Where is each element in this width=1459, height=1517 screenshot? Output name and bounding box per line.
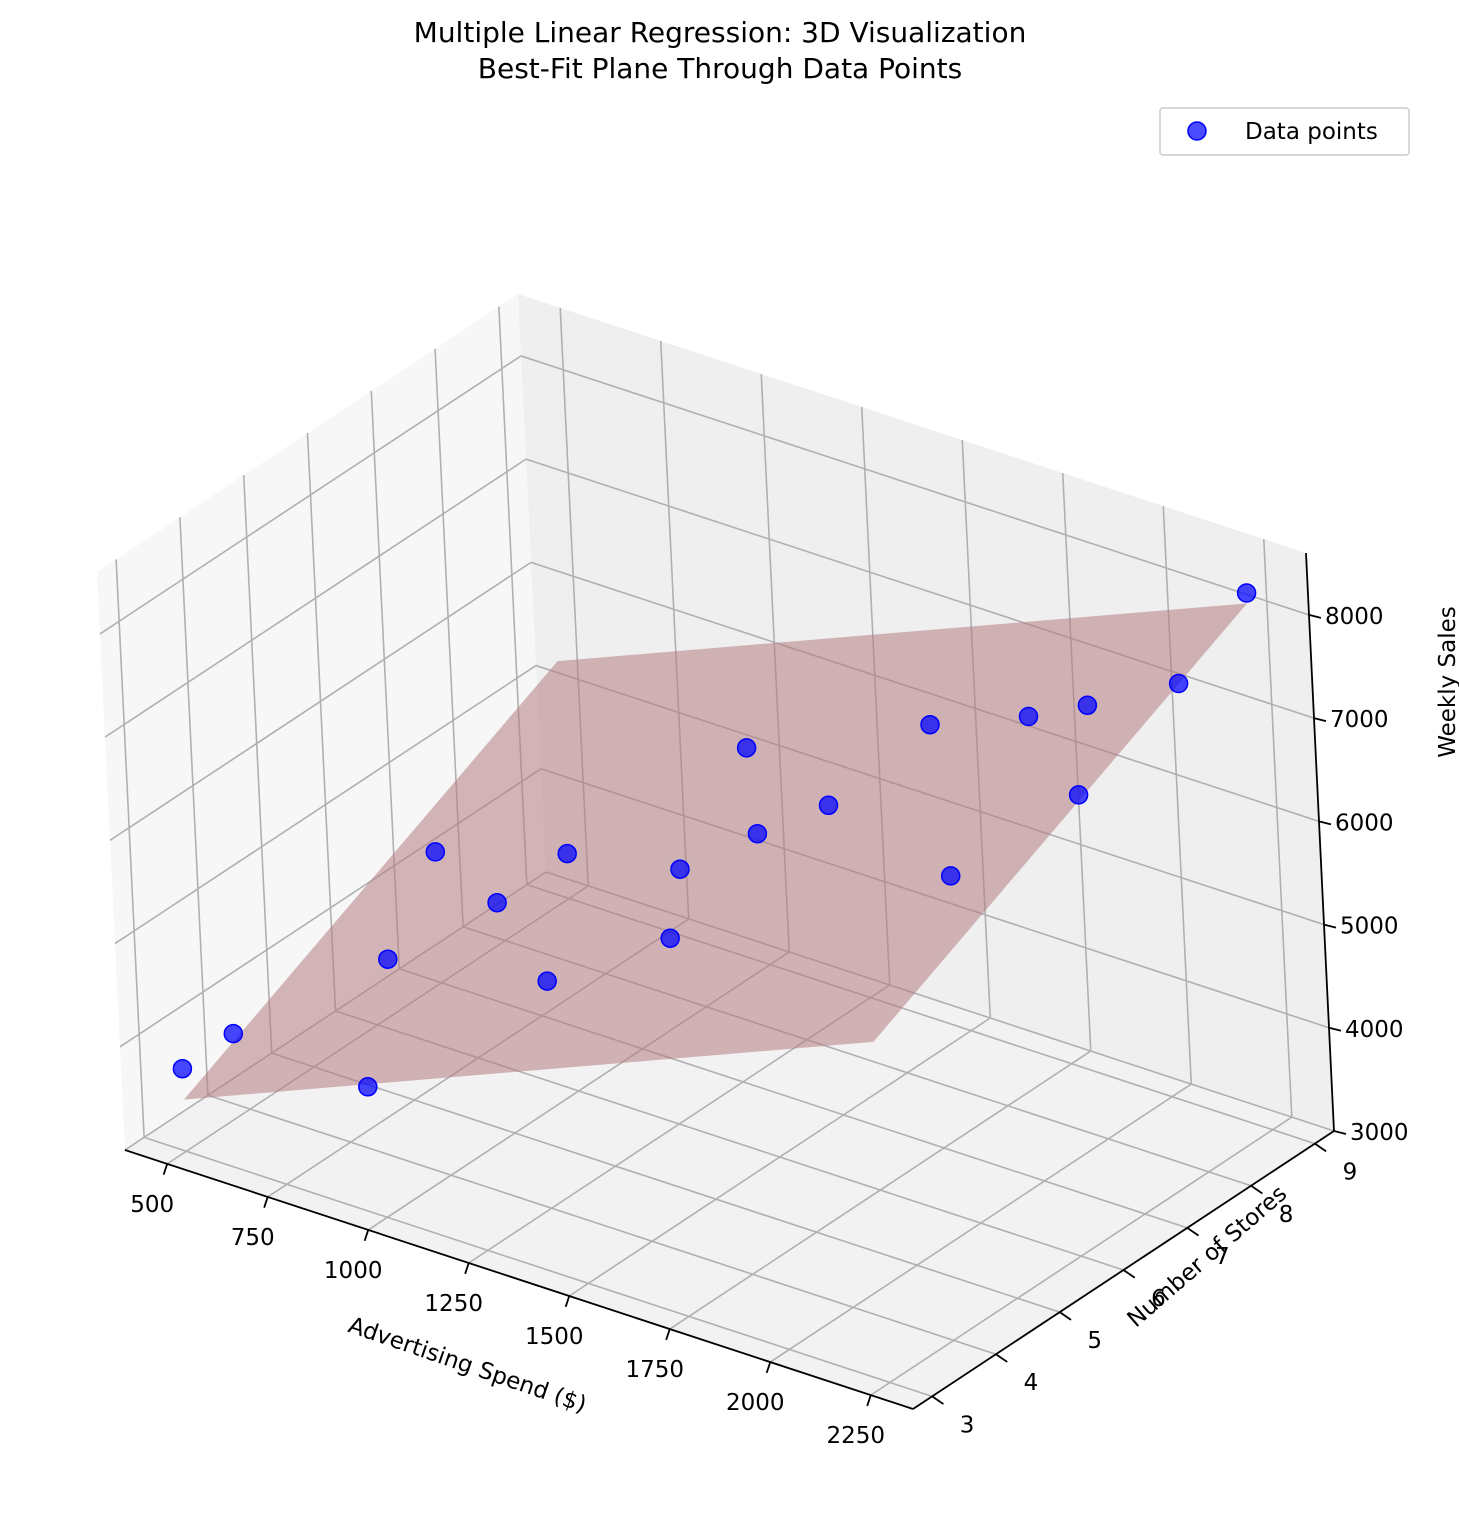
x-tick-4 [564,1295,571,1308]
y-tick-2 [1059,1311,1072,1321]
x-tick-label-6: 2000 [726,1390,785,1416]
best-fit-plane-layer [183,603,1248,1100]
x-tick-label-1: 750 [231,1225,275,1251]
grid-left-z-4 [104,458,527,738]
x-tick-3 [464,1262,470,1275]
y-tick-4 [1186,1227,1200,1237]
grid-back-z-5 [520,355,1310,616]
data-point-14 [940,866,961,886]
axis-lines [124,552,1347,1410]
data-points-layer [172,583,1257,1097]
legend: Data points [1159,107,1410,156]
z-tick-label-2: 5000 [1340,914,1399,940]
x-tick-6 [765,1361,772,1374]
data-point-16 [1077,695,1098,716]
x-tick-7 [866,1394,872,1407]
grid-left-y-3 [306,432,337,1012]
x-tick-5 [665,1328,671,1341]
grid-left-z-2 [114,664,537,945]
data-point-11 [747,823,768,844]
x-tick-0 [162,1163,169,1175]
z-tick-3 [1318,820,1332,826]
data-point-4 [358,1077,378,1097]
y-tick-5 [1250,1185,1263,1195]
x-tick-label-0: 500 [130,1192,174,1218]
grid-left-y-1 [179,517,209,1096]
z-tick-2 [1323,923,1337,929]
chart-subtitle: Best-Fit Plane Through Data Points [478,52,962,85]
data-point-5 [487,892,507,913]
legend-label-data-points: Data points [1245,119,1378,145]
y-tick-label-5: 8 [1279,1202,1294,1228]
data-point-18 [1168,673,1189,694]
data-point-13 [920,714,940,735]
x-tick-label-2: 1000 [324,1258,383,1284]
data-point-8 [670,859,690,879]
y-tick-label-2: 5 [1087,1328,1102,1354]
data-point-0 [172,1058,193,1079]
x-tick-1 [263,1196,269,1208]
grid-back-x-7 [1262,539,1293,1118]
y-tick-3 [1122,1269,1136,1279]
data-point-6 [557,843,577,864]
x-tick-label-5: 1750 [626,1357,685,1383]
data-point-7 [537,971,557,991]
z-tick-label-3: 6000 [1335,810,1394,836]
z-axis-label: Weekly Sales [1435,606,1459,758]
z-tick-1 [1328,1026,1342,1032]
grid-floor-y-1 [207,1094,997,1356]
data-point-17 [1068,785,1089,805]
data-point-3 [425,842,446,862]
data-point-19 [1236,583,1257,603]
data-point-2 [378,949,398,969]
data-point-12 [818,795,839,816]
grid-left-z-5 [99,355,522,635]
grid-floor-y-2 [271,1052,1060,1313]
data-point-1 [223,1023,244,1044]
x-tick-label-3: 1250 [424,1291,483,1317]
x-axis-line [124,1149,914,1410]
data-point-9 [660,928,680,948]
grid-back-x-6 [1162,506,1193,1085]
grid-left-y-0 [115,559,145,1138]
z-tick-5 [1308,614,1322,619]
legend-frame [1159,107,1410,156]
z-axis-line [1305,552,1335,1132]
x-tick-2 [363,1229,370,1242]
y-tick-0 [931,1395,944,1405]
x-tick-label-7: 2250 [827,1423,886,1449]
y-tick-1 [995,1353,1008,1363]
y-tick-6 [1314,1142,1327,1153]
grid-left-z-3 [109,561,532,842]
legend-marker-data-points [1187,121,1207,141]
y-tick-label-1: 4 [1024,1370,1039,1396]
data-point-15 [1018,706,1039,727]
y-tick-label-6: 9 [1343,1160,1358,1186]
z-tick-label-0: 3000 [1350,1120,1409,1146]
x-tick-label-4: 1500 [525,1324,584,1350]
best-fit-plane [183,603,1248,1100]
z-tick-0 [1333,1130,1347,1135]
data-point-10 [736,738,757,758]
z-tick-label-5: 8000 [1325,604,1384,630]
y-tick-label-3: 6 [1151,1286,1166,1312]
grid-left-y-2 [242,475,273,1054]
z-tick-label-1: 4000 [1345,1017,1404,1043]
chart-title: Multiple Linear Regression: 3D Visualiza… [414,16,1027,49]
grid-floor-y-0 [143,1136,933,1398]
z-tick-4 [1313,717,1327,723]
y-tick-label-4: 7 [1215,1244,1230,1270]
z-tick-label-4: 7000 [1330,707,1389,733]
y-tick-label-0: 3 [960,1412,975,1438]
